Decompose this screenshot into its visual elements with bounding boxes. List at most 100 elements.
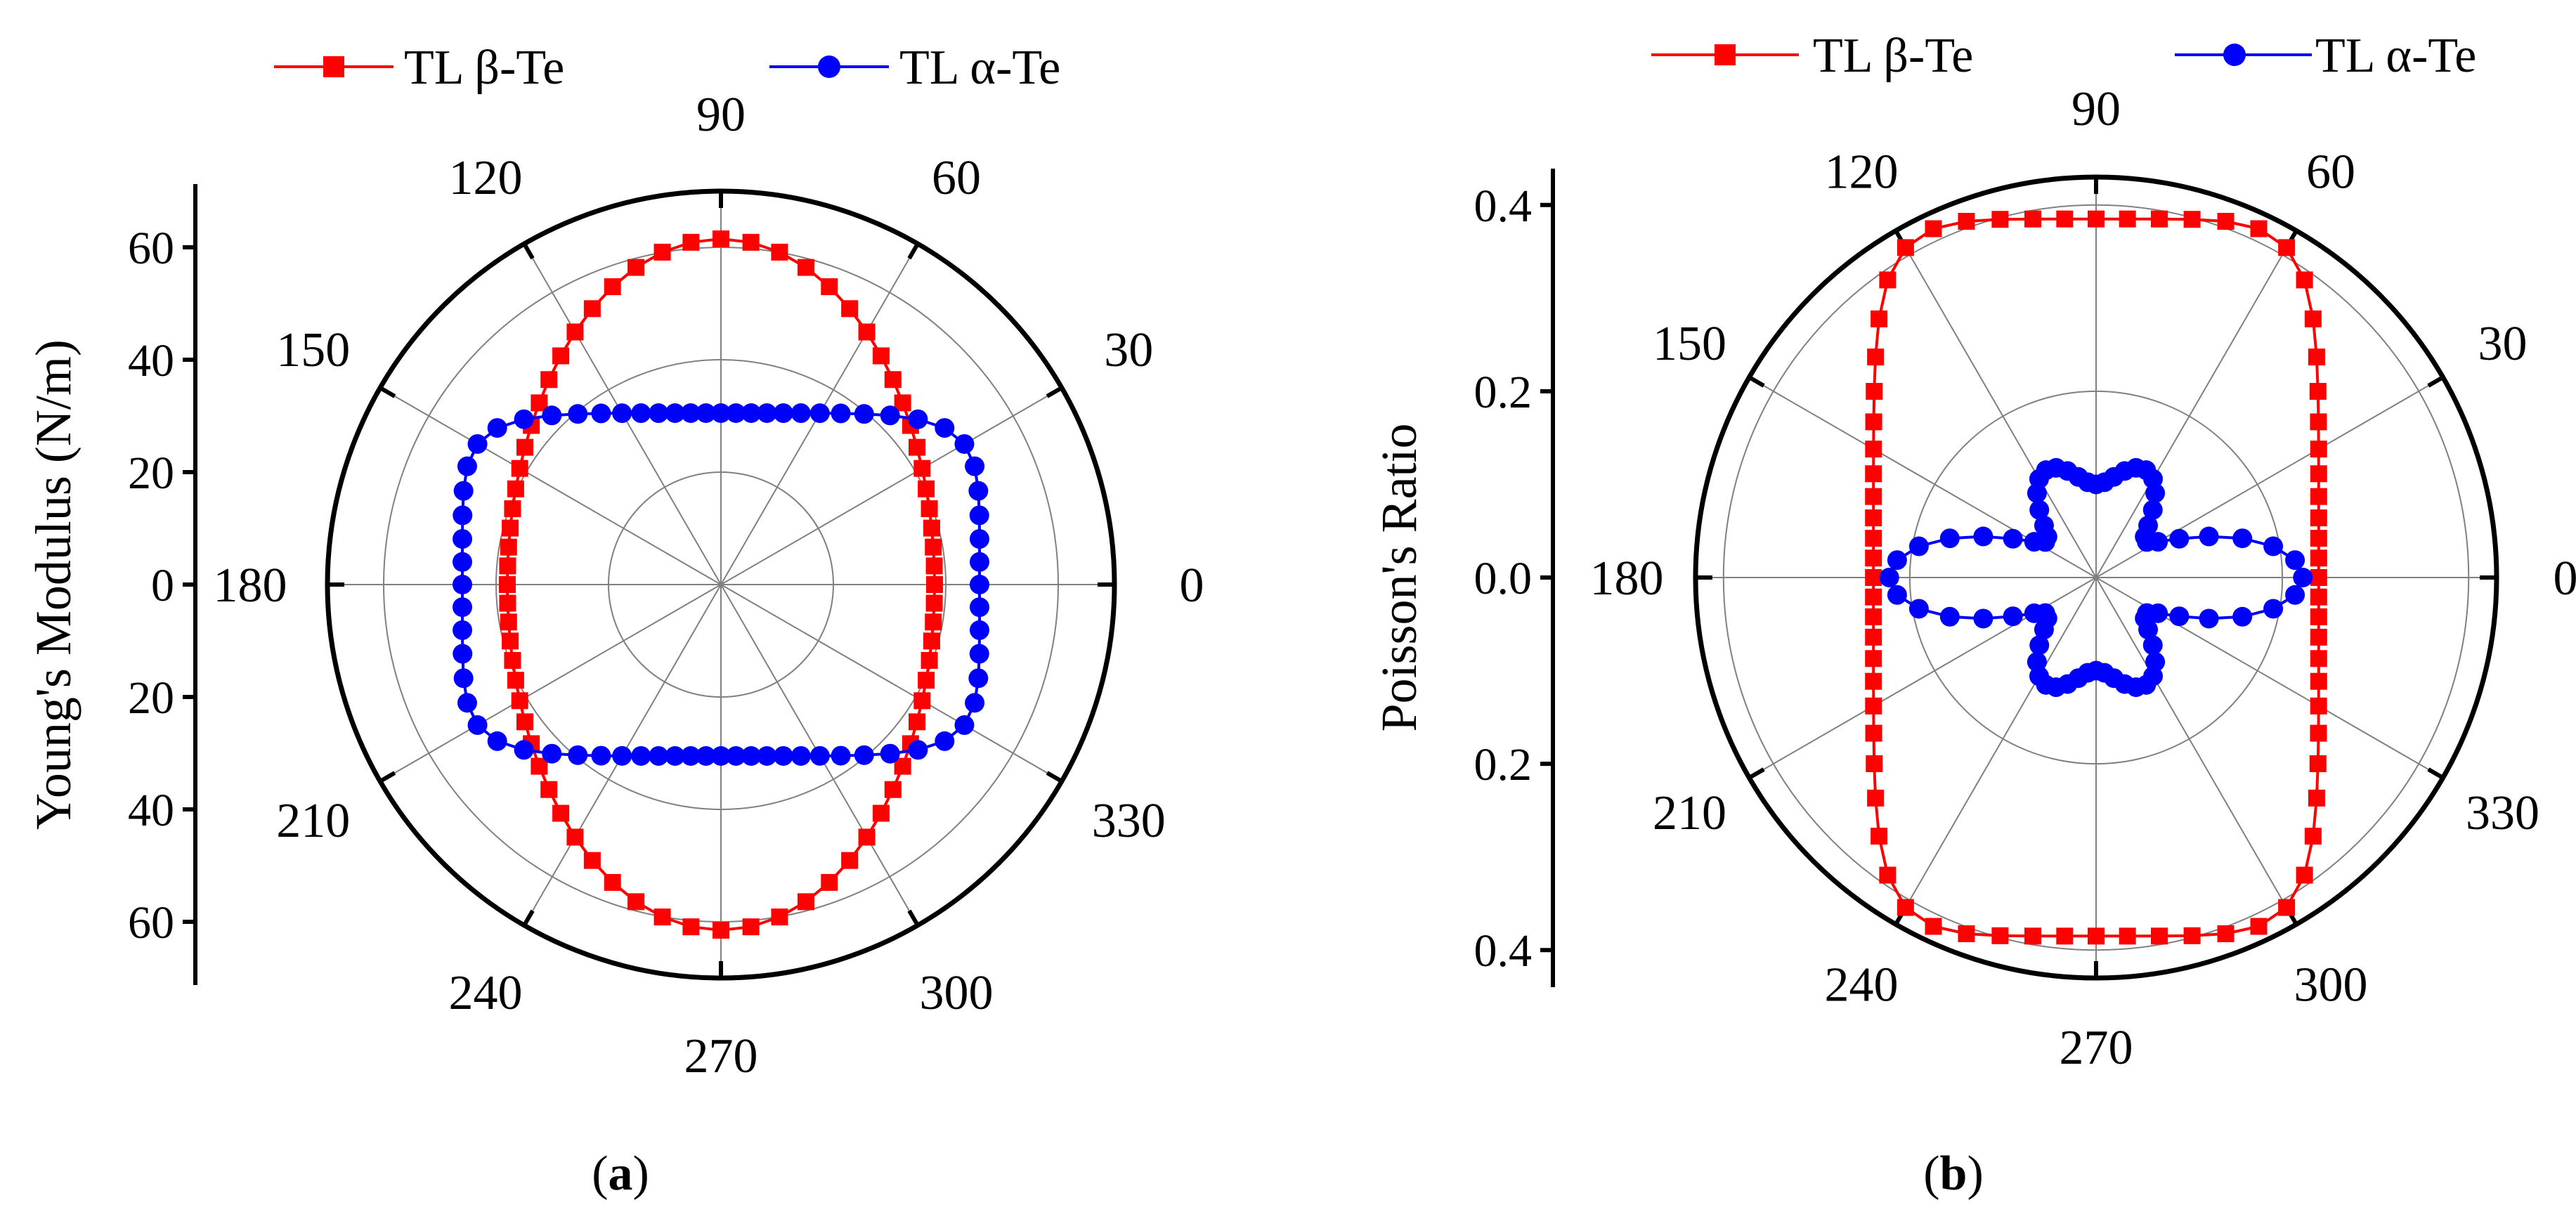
marker-alpha [453, 529, 473, 549]
marker-alpha [968, 668, 989, 689]
marker-alpha [2169, 606, 2190, 627]
marker-beta [2088, 210, 2105, 228]
marker-alpha [970, 575, 989, 594]
angle-tick-150 [379, 386, 396, 398]
marker-beta [921, 500, 938, 518]
marker-beta [1865, 509, 1882, 527]
marker-beta [926, 576, 943, 593]
radial-tick-label: 60 [128, 223, 174, 274]
marker-alpha [908, 409, 928, 429]
marker-beta [913, 692, 931, 710]
marker-beta [2308, 789, 2325, 807]
marker-beta [1865, 549, 1882, 567]
marker-beta [909, 713, 926, 731]
marker-beta [2309, 383, 2327, 400]
marker-beta [2278, 239, 2296, 256]
marker-beta [583, 852, 601, 869]
marker-alpha [1887, 585, 1907, 605]
marker-beta [771, 908, 788, 926]
marker-beta [1865, 608, 1882, 625]
legend-marker-alpha [818, 56, 840, 78]
marker-alpha [631, 403, 651, 424]
angle-label-330: 330 [2466, 786, 2539, 840]
marker-alpha [726, 403, 746, 423]
marker-beta [742, 233, 760, 251]
spoke-150 [379, 387, 722, 585]
marker-alpha [467, 715, 488, 736]
angle-label-240: 240 [1825, 958, 1899, 1012]
radial-axis-a: 60 40 20 0 20 40 60 [128, 184, 197, 985]
radial-tick-label: 40 [128, 785, 174, 836]
angle-label-120: 120 [449, 151, 523, 205]
marker-alpha [696, 746, 716, 766]
angle-labels-a: 0 30 60 90 120 150 180 210 240 270 300 330 [214, 88, 1204, 1083]
marker-alpha [542, 405, 562, 426]
marker-beta [1865, 441, 1882, 458]
marker-beta [2310, 413, 2327, 431]
marker-alpha [453, 575, 472, 594]
marker-beta [2056, 927, 2074, 945]
marker-alpha [2199, 608, 2219, 629]
marker-beta [821, 873, 838, 891]
marker-alpha [831, 745, 851, 766]
marker-alpha [453, 620, 473, 640]
angle-tick-210 [379, 771, 396, 783]
marker-beta [499, 576, 516, 593]
legend-marker-beta-b [1715, 44, 1736, 65]
marker-beta [771, 243, 788, 261]
marker-beta [499, 557, 516, 575]
marker-beta [2310, 724, 2327, 742]
marker-alpha [2029, 635, 2050, 656]
marker-alpha [968, 481, 989, 501]
marker-beta [2056, 210, 2074, 228]
marker-alpha [969, 644, 989, 664]
angle-tick-30 [2427, 375, 2445, 388]
spoke-210 [379, 584, 722, 782]
marker-beta [540, 371, 558, 389]
marker-alpha [2142, 635, 2163, 656]
marker-alpha [773, 745, 793, 766]
marker-beta [2088, 927, 2105, 945]
panel-label-a-letter: a [609, 1147, 633, 1201]
marker-alpha [542, 743, 562, 764]
marker-beta [500, 613, 517, 631]
marker-beta [511, 459, 528, 477]
spoke-120 [1895, 230, 2097, 578]
marker-alpha [696, 403, 716, 423]
marker-beta [511, 692, 528, 710]
marker-beta [1865, 569, 1882, 586]
radial-tick-label: 0.2 [1474, 739, 1533, 790]
marker-beta [2250, 918, 2268, 935]
marker-beta [583, 300, 601, 318]
marker-beta [2310, 628, 2327, 646]
marker-beta [925, 557, 943, 575]
marker-beta [2183, 927, 2201, 944]
marker-alpha [2148, 603, 2168, 623]
marker-beta [604, 278, 621, 296]
marker-beta [507, 480, 524, 497]
grid-ring-1 [495, 359, 947, 810]
angle-tick-120 [522, 242, 535, 260]
angle-label-210: 210 [1653, 786, 1726, 840]
marker-beta [1897, 899, 1914, 916]
angle-label-150: 150 [1653, 317, 1726, 371]
marker-beta [2310, 509, 2327, 527]
angle-label-330: 330 [1092, 794, 1166, 848]
polar-grid-a [325, 188, 1117, 981]
legend-a: TL β-Te TL α-Te [274, 41, 1060, 95]
marker-alpha [2232, 606, 2253, 627]
radial-tick-label: 0 [151, 560, 174, 611]
marker-beta [504, 651, 521, 669]
marker-alpha [2293, 568, 2313, 587]
marker-beta [2310, 549, 2327, 567]
radial-tick-label: 0.4 [1474, 925, 1533, 977]
marker-beta [552, 804, 570, 822]
marker-beta [925, 594, 943, 612]
radial-tick-label: 40 [128, 335, 174, 386]
marker-alpha [568, 404, 588, 424]
angle-label-60: 60 [932, 151, 981, 205]
marker-beta [566, 323, 584, 341]
marker-beta [516, 713, 533, 731]
marker-beta [552, 347, 570, 365]
